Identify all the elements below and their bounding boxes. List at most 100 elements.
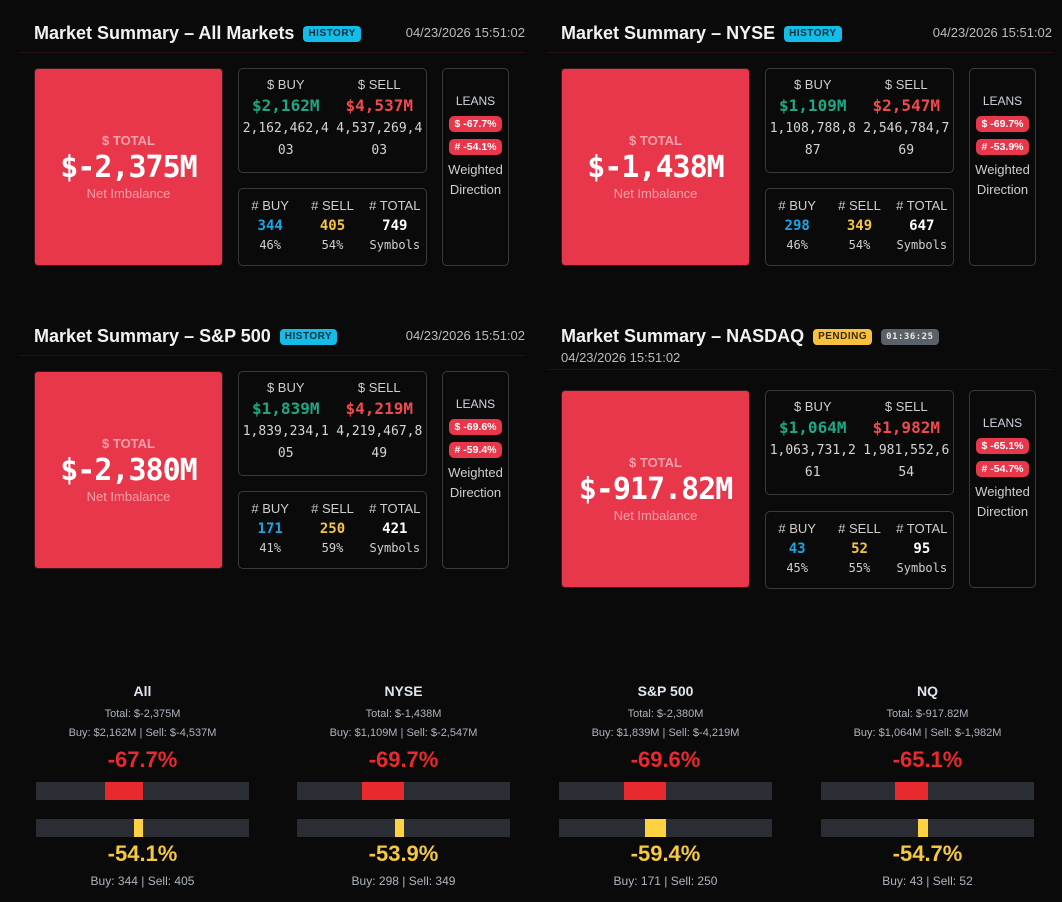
gauge-counts: Buy: 171 | Sell: 250 [559,874,772,888]
panel-title-text: Market Summary – NASDAQ [561,326,805,346]
separator: | [400,727,404,739]
total-count: # TOTAL 421 Symbols [364,501,426,568]
sell-value: $1,982M [872,418,940,437]
buy-value: $1,109M [779,96,847,115]
sell-count-value: 52 [851,541,868,557]
gauge-total: Total: $-2,375M [104,708,181,720]
buy-count-pct: 46% [259,238,281,252]
count-lean-fill [133,819,143,837]
gauge-all: All Total: $-2,375M Buy: $2,162M | Sell:… [36,680,249,888]
count-card: # BUY 298 46% # SELL 349 54% # TOTAL 647… [765,188,954,266]
total-label: $ TOTAL [102,436,155,451]
total-label: $ TOTAL [102,133,155,148]
count-lean-fill [645,819,666,837]
buy-money: $ BUY $1,064M 1,063,731,261 [766,399,860,494]
gauge-buy-count: Buy: 344 [90,874,138,888]
sell-count-pct: 54% [848,238,871,252]
buy-raw: 1,839,234,105 [242,424,329,461]
panel-title-text: Market Summary – All Markets [34,23,295,43]
pending-badge[interactable]: PENDING [813,328,873,345]
gauge-buy-sell: Buy: $1,839M | Sell: $-4,219M [559,727,772,740]
gauge-count-pct: -59.4% [630,841,701,866]
panel-title-text: Market Summary – NYSE [561,23,776,43]
history-badge[interactable]: HISTORY [279,328,338,345]
leans-card: LEANS $ -65.1% # -54.7% Weighted Directi… [969,390,1036,588]
leans-dollar-pill: $ -69.7% [976,116,1029,132]
leans-label: LEANS [982,416,1023,430]
gauge-title: All [133,683,152,699]
gauge-buy: Buy: $1,109M [329,727,398,739]
panel-title-text: Market Summary – S&P 500 [34,326,271,346]
buy-raw: 1,063,731,261 [769,443,856,480]
leans-card: LEANS $ -69.6% # -59.4% Weighted Directi… [442,371,509,569]
buy-value: $1,839M [252,399,320,418]
gauge-buy-count: Buy: 298 [351,874,399,888]
gauge-buy: Buy: $1,839M [591,727,660,739]
gauge-buy: Buy: $2,162M [68,727,137,739]
buy-count-label: # BUY [778,198,816,213]
count-lean-fill [917,819,928,837]
total-sub: Net Imbalance [86,489,171,504]
dollar-lean-bar [297,782,510,800]
sell-money: $ SELL $4,537M 4,537,269,403 [333,77,427,172]
buy-raw: 2,162,462,403 [242,121,329,158]
timestamp: 04/23/2026 15:51:02 [405,328,525,343]
sell-raw: 1,981,552,654 [863,443,950,480]
gauge-buy-count: Buy: 171 [613,874,661,888]
total-card: $ TOTAL $-1,438M Net Imbalance [561,68,750,266]
gauge-buy-sell: Buy: $2,162M | Sell: $-4,537M [36,727,249,740]
gauge-dollar-pct: -67.7% [107,747,178,772]
count-card: # BUY 344 46% # SELL 405 54% # TOTAL 749… [238,188,427,266]
total-value: $-917.82M [578,472,734,507]
gauge-title: NYSE [384,683,423,699]
buy-count-pct: 45% [786,561,808,575]
gauge-sell-count: Sell: 250 [670,874,718,888]
history-badge[interactable]: HISTORY [303,25,361,42]
sell-money: $ SELL $1,982M 1,981,552,654 [860,399,954,494]
buy-label: $ BUY [793,399,832,414]
total-value: $-2,375M [60,150,197,185]
total-label: $ TOTAL [629,133,682,148]
leans-label: LEANS [982,94,1023,108]
countdown-timer: 01:36:25 [881,328,939,345]
panel-sp500: Market Summary – S&P 500 HISTORY 04/23/2… [20,318,525,569]
gauge-total: Total: $-1,438M [365,708,442,720]
gauge-counts: Buy: 344 | Sell: 405 [36,874,249,888]
panel-header: Market Summary – NYSE HISTORY 04/23/2026… [547,15,1052,53]
sell-count-label: # SELL [311,198,354,213]
buy-value: $2,162M [252,96,320,115]
total-count-sub: Symbols [369,238,421,252]
buy-count-value: 344 [257,218,283,234]
buy-count: # BUY 298 46% [766,198,828,265]
total-count-value: 647 [909,218,935,234]
total-sub: Net Imbalance [86,186,171,201]
count-lean-bar [36,819,249,837]
buy-count-label: # BUY [251,198,289,213]
leans-desc: Weighted Direction [448,465,503,500]
dollar-lean-fill [895,782,928,800]
total-sub: Net Imbalance [613,508,698,523]
sell-raw: 4,219,467,849 [336,424,423,461]
sell-count-value: 405 [319,218,346,234]
sell-count-pct: 55% [848,561,871,575]
leans-desc: Weighted Direction [448,162,503,197]
sell-count-pct: 54% [321,238,344,252]
leans-desc: Weighted Direction [975,484,1030,519]
gauge-buy-sell: Buy: $1,109M | Sell: $-2,547M [297,727,510,740]
buy-raw: 1,108,788,887 [769,121,856,158]
leans-count-pill: # -53.9% [976,139,1029,155]
total-count: # TOTAL 95 Symbols [891,521,953,588]
dollar-lean-fill [361,782,404,800]
leans-label: LEANS [455,397,496,411]
total-sub: Net Imbalance [613,186,698,201]
timestamp: 04/23/2026 15:51:02 [561,350,681,365]
total-count-value: 95 [913,541,931,557]
separator: | [139,727,143,739]
buy-count-pct: 46% [786,238,808,252]
gauge-counts: Buy: 43 | Sell: 52 [821,874,1034,888]
dollar-lean-bar [821,782,1034,800]
history-badge[interactable]: HISTORY [784,25,842,42]
count-lean-bar [821,819,1034,837]
leans-count-pill: # -54.1% [449,139,502,155]
gauge-buy: Buy: $1,064M [853,727,922,739]
